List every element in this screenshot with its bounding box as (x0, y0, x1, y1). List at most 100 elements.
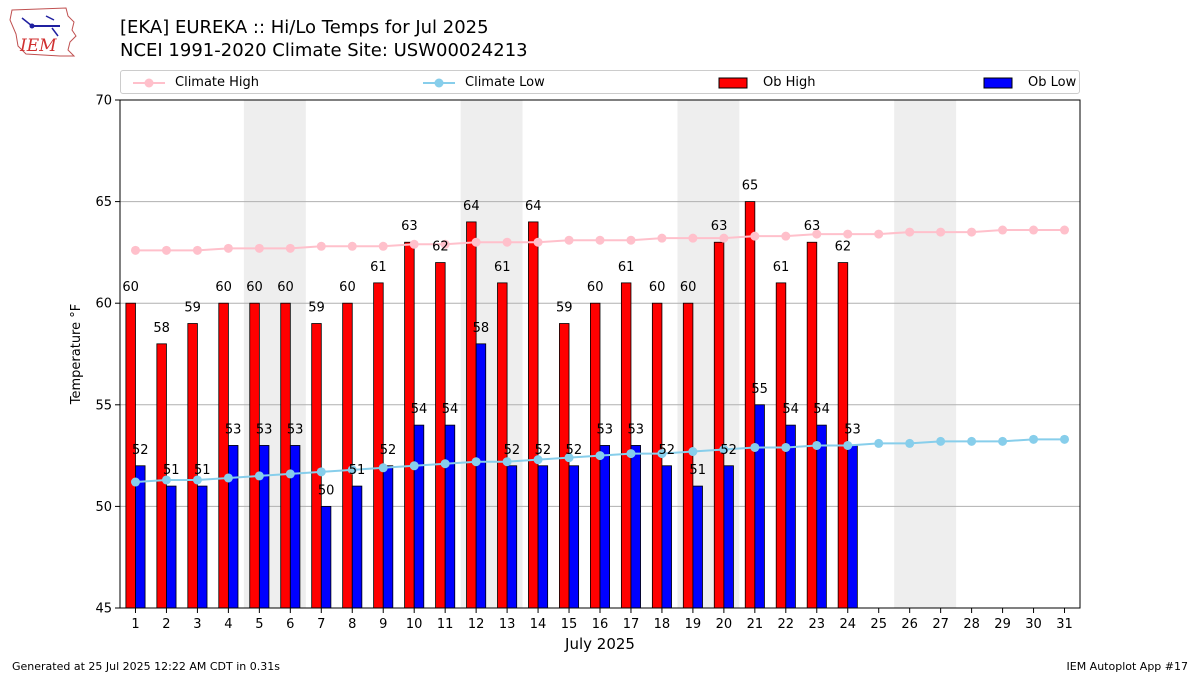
xtick-label-7: 7 (317, 617, 325, 632)
point-climate-high-21 (750, 231, 760, 241)
point-climate-high-13 (502, 237, 512, 247)
xtick-label-23: 23 (809, 617, 826, 632)
point-climate-high-7 (316, 241, 326, 251)
bar-ob-high-10 (404, 241, 415, 609)
point-climate-low-25 (874, 438, 884, 448)
label-ob-low-6: 53 (287, 422, 304, 437)
xtick-label-28: 28 (963, 617, 980, 632)
ytick-label-50: 50 (95, 500, 112, 515)
point-climate-high-19 (688, 233, 698, 243)
xtick-label-18: 18 (654, 617, 671, 632)
label-ob-low-17: 53 (627, 422, 644, 437)
label-ob-high-23: 63 (804, 219, 821, 234)
xtick-label-26: 26 (901, 617, 918, 632)
xtick-label-13: 13 (499, 617, 516, 632)
xtick-label-17: 17 (623, 617, 640, 632)
bar-ob-low-8 (351, 485, 363, 609)
label-ob-low-1: 52 (132, 443, 149, 458)
point-climate-high-2 (161, 245, 171, 255)
label-ob-low-9: 52 (380, 443, 397, 458)
point-climate-low-24 (843, 440, 853, 450)
point-climate-low-17 (626, 449, 636, 459)
label-ob-high-10: 63 (401, 219, 418, 234)
label-ob-high-24: 62 (835, 240, 852, 255)
logo-text: IEM (19, 36, 57, 56)
point-climate-low-10 (409, 461, 419, 471)
label-ob-low-13: 52 (504, 443, 521, 458)
label-ob-high-14: 64 (525, 199, 542, 214)
point-climate-low-6 (285, 469, 295, 479)
bar-ob-high-5 (249, 302, 260, 609)
point-climate-low-16 (595, 451, 605, 461)
label-ob-low-14: 52 (535, 443, 552, 458)
bar-ob-high-14 (528, 221, 539, 609)
label-ob-low-15: 52 (566, 443, 583, 458)
point-climate-low-11 (440, 459, 450, 469)
xtick-label-21: 21 (747, 617, 764, 632)
xtick-label-22: 22 (778, 617, 795, 632)
chart-legend: Climate High Climate Low Ob High Ob Low (120, 70, 1080, 94)
point-climate-high-31 (1060, 225, 1070, 235)
bar-ob-low-16 (599, 445, 611, 609)
label-ob-low-2: 51 (163, 463, 180, 478)
point-climate-low-3 (192, 475, 202, 485)
point-climate-low-13 (502, 457, 512, 467)
point-climate-high-17 (626, 235, 636, 245)
iem-logo: IEM (8, 6, 80, 58)
label-ob-low-8: 51 (349, 463, 366, 478)
bar-ob-low-9 (382, 465, 394, 609)
point-climate-high-11 (440, 239, 450, 249)
point-climate-low-21 (750, 442, 760, 452)
label-ob-high-4: 60 (215, 280, 232, 295)
label-ob-high-9: 61 (370, 260, 387, 275)
label-ob-high-16: 60 (587, 280, 604, 295)
bar-ob-low-21 (754, 404, 765, 609)
chart-title: [EKA] EUREKA :: Hi/Lo Temps for Jul 2025 (120, 17, 489, 38)
label-ob-high-21: 65 (742, 179, 759, 194)
point-climate-low-9 (378, 463, 388, 473)
xtick-label-11: 11 (437, 617, 454, 632)
label-ob-low-7: 50 (318, 483, 335, 498)
bar-ob-low-17 (630, 445, 641, 609)
point-climate-low-12 (471, 457, 481, 467)
ytick-label-45: 45 (95, 602, 112, 617)
bar-ob-low-20 (723, 465, 734, 609)
point-climate-high-12 (471, 237, 481, 247)
label-ob-high-1: 60 (122, 280, 139, 295)
point-climate-high-28 (967, 227, 977, 237)
bar-ob-low-12 (475, 343, 487, 609)
xtick-label-20: 20 (716, 617, 733, 632)
weekend-band-4 (894, 100, 957, 608)
point-climate-low-5 (254, 471, 264, 481)
point-climate-low-30 (1029, 434, 1039, 444)
point-climate-high-20 (719, 233, 729, 243)
label-ob-high-2: 58 (153, 321, 170, 336)
bar-ob-high-20 (713, 241, 725, 609)
label-ob-low-16: 53 (597, 422, 614, 437)
label-ob-high-11: 62 (432, 240, 449, 255)
xtick-label-8: 8 (348, 617, 356, 632)
label-ob-low-11: 54 (442, 402, 459, 417)
ytick-label-60: 60 (95, 297, 112, 312)
legend-label-ob-low: Ob Low (1028, 75, 1077, 90)
point-climate-high-6 (285, 243, 295, 253)
point-climate-low-26 (905, 438, 915, 448)
label-ob-high-5: 60 (246, 280, 263, 295)
point-climate-high-14 (533, 237, 543, 247)
bar-ob-high-11 (435, 262, 446, 609)
xtick-label-29: 29 (994, 617, 1011, 632)
chart-subtitle: NCEI 1991-2020 Climate Site: USW00024213 (120, 40, 528, 61)
bar-ob-low-2 (166, 485, 177, 609)
xtick-label-10: 10 (406, 617, 423, 632)
label-ob-high-7: 59 (308, 301, 325, 316)
label-ob-high-20: 63 (711, 219, 728, 234)
point-climate-high-5 (254, 243, 264, 253)
xtick-label-14: 14 (530, 617, 547, 632)
bar-ob-low-10 (413, 424, 425, 609)
bar-ob-high-8 (342, 302, 353, 609)
y-axis-label: Temperature °F (69, 304, 84, 405)
xtick-label-2: 2 (162, 617, 170, 632)
point-climate-high-15 (564, 235, 574, 245)
xtick-label-31: 31 (1056, 617, 1073, 632)
xtick-label-27: 27 (932, 617, 949, 632)
